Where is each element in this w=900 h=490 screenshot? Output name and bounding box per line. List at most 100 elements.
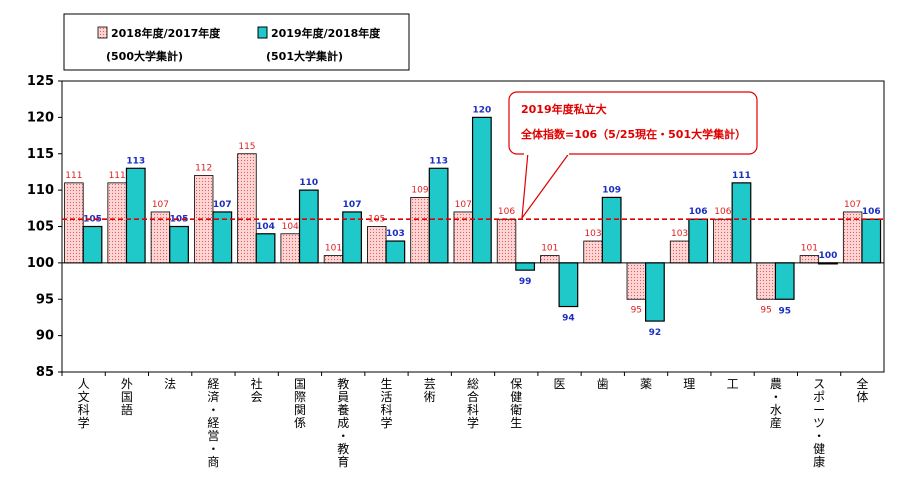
data-label-2019: 95 — [778, 306, 791, 316]
data-label-2019: 106 — [689, 207, 708, 217]
bar-2018 — [540, 255, 560, 264]
bar-2019 — [645, 262, 665, 322]
legend-swatch-2019 — [257, 26, 268, 39]
bar-2019 — [515, 262, 536, 271]
data-label-2018: 95 — [760, 305, 771, 315]
data-label-2019: 120 — [472, 105, 491, 115]
data-label-2018: 107 — [844, 200, 861, 210]
category-label: 外国語 — [121, 377, 133, 417]
bar-2018 — [799, 255, 820, 264]
legend-box — [63, 13, 410, 71]
category-label: 薬 — [640, 377, 652, 391]
y-tick-label: 115 — [27, 147, 54, 162]
data-label-2019: 106 — [862, 207, 881, 217]
data-label-2018: 107 — [455, 200, 472, 210]
data-label-2019: 107 — [213, 200, 232, 210]
bar-2018 — [496, 218, 517, 264]
data-label-2018: 115 — [238, 142, 255, 152]
data-label-2018: 104 — [282, 222, 299, 232]
legend: 2018年度/2017年度 (500大学集計) 2019年度/2018年度 (501大… — [63, 13, 410, 71]
callout-detail: 全体指数=106（5/25現在・501大学集計） — [520, 127, 746, 141]
data-label-2019: 111 — [732, 171, 751, 181]
legend-swatch-2018 — [97, 26, 108, 39]
y-tick-label: 85 — [36, 365, 54, 380]
y-tick-label: 100 — [27, 256, 54, 271]
bar-2019 — [298, 189, 319, 264]
bar-2018 — [237, 153, 257, 264]
bar-2018 — [367, 226, 387, 264]
bar-2018 — [756, 262, 776, 300]
bar-2019 — [558, 262, 579, 308]
category-label: 工 — [727, 377, 739, 391]
y-tick-label: 125 — [27, 74, 54, 89]
bar-2018 — [626, 262, 647, 300]
data-label-2019: 105 — [83, 215, 102, 225]
y-tick-label: 95 — [36, 292, 54, 307]
callout-title: 2019年度私立大 — [521, 102, 607, 116]
category-label: 農・水産 — [770, 377, 782, 430]
data-label-2018: 103 — [584, 229, 601, 239]
data-label-2018: 103 — [671, 229, 688, 239]
data-label-2019: 109 — [602, 185, 621, 195]
bar-2019 — [169, 225, 189, 264]
category-label: 医 — [554, 377, 566, 391]
legend-note-2019: (501大学集計) — [266, 49, 343, 63]
bar-2019 — [82, 225, 103, 264]
bar-2019 — [601, 196, 622, 264]
data-label-2019: 107 — [343, 200, 362, 210]
bar-2019 — [774, 262, 795, 300]
bar-2018 — [583, 240, 603, 264]
bar-2019 — [471, 116, 492, 264]
bar-2019 — [861, 218, 882, 264]
category-label: スポーツ・健康 — [813, 377, 825, 469]
data-label-2018: 106 — [714, 207, 731, 217]
data-label-2019: 103 — [386, 229, 405, 239]
category-label: 社会 — [251, 376, 263, 404]
data-label-2018: 101 — [325, 244, 342, 254]
data-label-2019: 104 — [256, 222, 275, 232]
y-tick-label: 90 — [36, 329, 54, 344]
data-label-2019: 100 — [819, 251, 838, 261]
y-tick-label: 110 — [27, 183, 54, 198]
data-label-2018: 106 — [498, 207, 515, 217]
data-label-2018: 101 — [801, 244, 818, 254]
callout-gap — [524, 150, 569, 155]
data-label-2018: 111 — [109, 171, 126, 181]
bar-2019 — [731, 182, 752, 264]
y-tick-label: 105 — [27, 220, 54, 235]
data-label-2019: 113 — [126, 156, 145, 166]
legend-note-2018: (500大学集計) — [106, 49, 183, 63]
category-label: 生活科学 — [380, 377, 392, 430]
data-label-2018: 101 — [541, 244, 558, 254]
category-label: 総合科学 — [467, 377, 479, 430]
category-label: 保健衛生 — [510, 377, 522, 430]
data-label-2018: 112 — [195, 164, 212, 174]
data-label-2018: 107 — [152, 200, 169, 210]
category-label: 法 — [164, 377, 176, 391]
data-label-2019: 99 — [519, 277, 532, 287]
bar-2019 — [688, 218, 709, 264]
bar-2018 — [64, 182, 84, 264]
category-label: 歯 — [597, 377, 609, 391]
bar-2019 — [255, 233, 276, 264]
data-label-2018: 111 — [65, 171, 82, 181]
category-label: 国際関係 — [294, 377, 306, 430]
bar-2018 — [713, 218, 733, 264]
data-label-2019: 110 — [299, 178, 318, 188]
bar-2018 — [410, 196, 430, 264]
callout-pointer — [521, 151, 571, 221]
y-tick-label: 120 — [27, 110, 54, 125]
category-label: 理 — [683, 377, 695, 391]
category-label: 経済・経営・商 — [207, 377, 219, 469]
data-label-2019: 105 — [170, 215, 189, 225]
bar-2018 — [669, 240, 690, 264]
callout-box — [508, 91, 758, 155]
data-label-2019: 92 — [649, 328, 662, 338]
bar-2018 — [323, 255, 344, 264]
bar-2019 — [428, 167, 449, 264]
legend-label-2019: 2019年度/2018年度 — [271, 26, 381, 40]
bar-2019 — [125, 167, 146, 264]
data-label-2018: 95 — [631, 305, 642, 315]
